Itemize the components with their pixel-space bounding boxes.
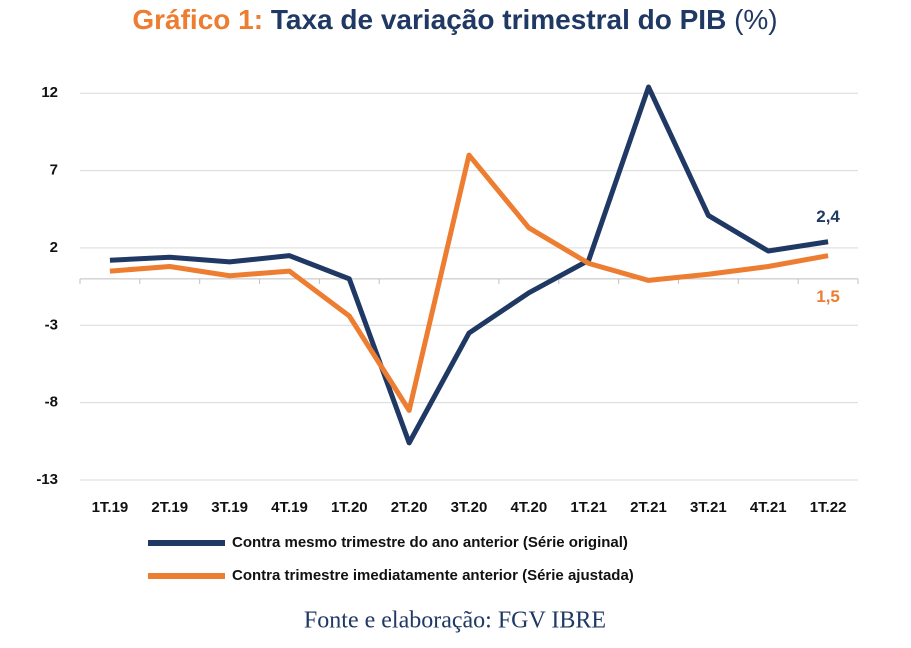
x-tick-label: 1T.22: [810, 499, 847, 516]
x-tick-label: 3T.19: [211, 499, 248, 516]
x-tick-label: 1T.21: [570, 499, 607, 516]
title-unit: (%): [734, 4, 778, 35]
data-label: 1,5: [816, 287, 840, 306]
legend-label: Contra mesmo trimestre do ano anterior (…: [232, 534, 628, 551]
y-tick-label: 12: [41, 84, 58, 101]
chart-title: Gráfico 1: Taxa de variação trimestral d…: [132, 4, 777, 35]
y-tick-label: -8: [45, 394, 58, 411]
x-tick-label: 3T.21: [690, 499, 727, 516]
x-tick-label: 2T.20: [391, 499, 428, 516]
y-tick-label: 7: [50, 162, 58, 179]
x-tick-label: 2T.21: [630, 499, 667, 516]
x-tick-label: 4T.20: [510, 499, 547, 516]
y-tick-label: 2: [50, 239, 58, 256]
x-tick-label: 1T.19: [92, 499, 129, 516]
y-tick-label: -3: [45, 316, 58, 333]
x-tick-label: 4T.19: [271, 499, 308, 516]
series-line: [109, 152, 829, 413]
x-tick-label: 1T.20: [331, 499, 368, 516]
title-label: Gráfico 1:: [132, 4, 263, 35]
data-label: 2,4: [816, 207, 840, 226]
series-line: [109, 84, 829, 446]
source-note: Fonte e elaboração: FGV IBRE: [304, 608, 606, 634]
legend-label: Contra trimestre imediatamente anterior …: [232, 567, 634, 584]
title-text: Taxa de variação trimestral do PIB: [271, 4, 726, 35]
y-tick-label: -13: [36, 471, 58, 488]
x-tick-label: 2T.19: [151, 499, 188, 516]
x-tick-label: 4T.21: [750, 499, 787, 516]
x-tick-label: 3T.20: [451, 499, 488, 516]
